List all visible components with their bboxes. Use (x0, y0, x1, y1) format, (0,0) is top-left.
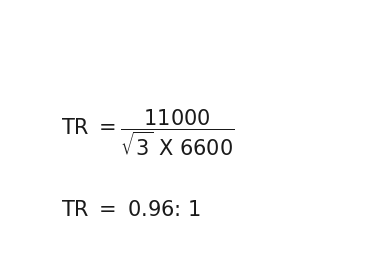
Text: TR $=$ 0.96: 1: TR $=$ 0.96: 1 (61, 200, 201, 220)
Text: TR $= \dfrac{11000}{\sqrt{3}\ \mathrm{X}\ 6600}$: TR $= \dfrac{11000}{\sqrt{3}\ \mathrm{X}… (61, 107, 234, 158)
